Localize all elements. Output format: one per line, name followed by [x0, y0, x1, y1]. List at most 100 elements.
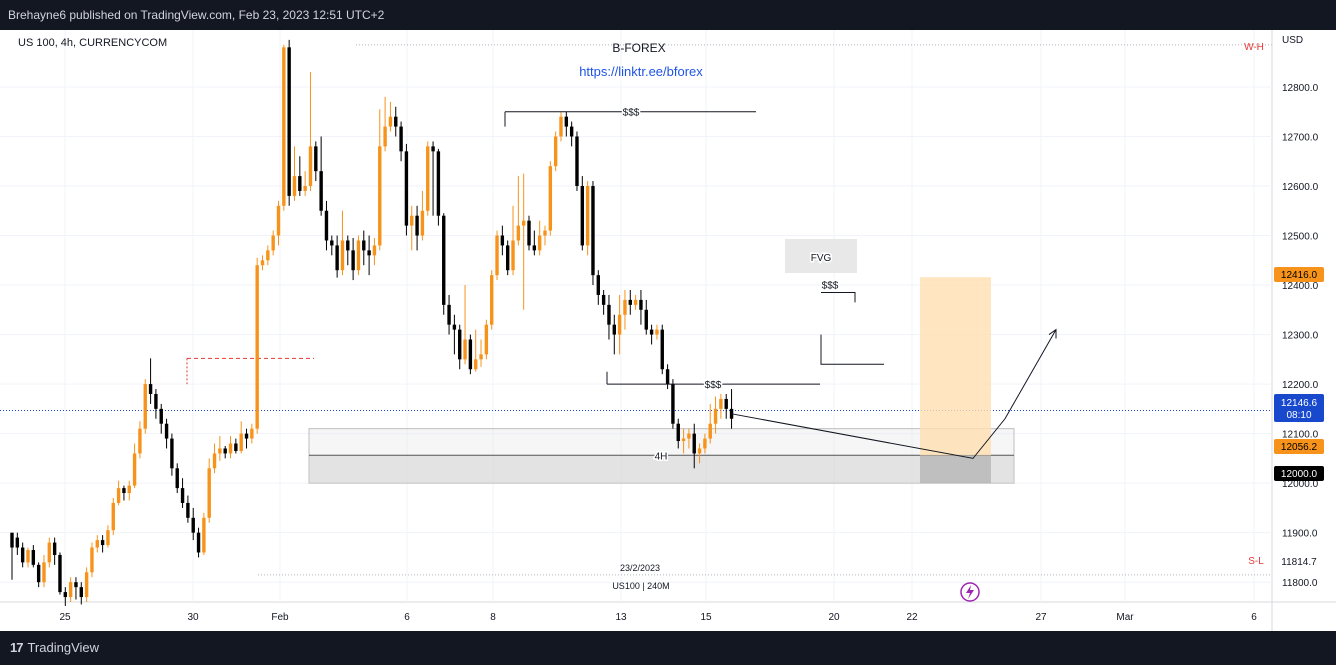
candle-body [239, 433, 243, 451]
watermark-link[interactable]: https://linktr.ee/bforex [579, 64, 703, 79]
candle-body [490, 275, 494, 325]
y-tick-label: 12800.0 [1282, 83, 1319, 94]
y-tick-label: 12500.0 [1282, 232, 1319, 243]
candle-body [298, 176, 302, 191]
price-label-zone-mid: 12056.2 [1274, 439, 1324, 454]
candle-body [708, 423, 712, 439]
candle-body [458, 329, 462, 360]
candle-body [580, 186, 585, 246]
candle-body [697, 448, 702, 454]
candle-body [79, 587, 83, 598]
candle-body [505, 245, 510, 271]
candlestick-chart[interactable]: $$$ $$$ $$$ FVG 4H 12800.0 12700.0 12600.0 1250… [0, 30, 1336, 631]
candle-body [548, 166, 553, 231]
orange-target-zone [920, 277, 991, 456]
candle-body [410, 215, 414, 226]
publisher-line: Brehayne6 published on TradingView.com, … [8, 8, 385, 22]
x-tick-label: 20 [828, 612, 840, 623]
x-tick-label: 6 [1251, 612, 1257, 623]
candle-body [218, 448, 222, 454]
x-tick-label: 25 [59, 612, 71, 623]
candle-body [612, 324, 616, 335]
candle-body [266, 250, 270, 261]
candle-body [255, 265, 259, 429]
candle-body [660, 329, 664, 370]
candle-body [442, 215, 446, 305]
candle-body [223, 448, 227, 454]
svg-text:11814.7: 11814.7 [1281, 557, 1317, 568]
price-axis[interactable]: 12800.0 12700.0 12600.0 12500.0 12400.0 12300… [1282, 83, 1319, 589]
candle-body [36, 564, 41, 583]
svg-text:12146.6: 12146.6 [1281, 398, 1318, 409]
candle-body [649, 329, 654, 335]
candle-body [585, 186, 590, 246]
watermark-title: B-FOREX [612, 41, 665, 55]
price-label-12000: 12000.0 [1274, 466, 1324, 481]
candle-body [127, 485, 131, 494]
tradingview-logo-icon: 17 [10, 640, 24, 655]
candle-body [175, 468, 179, 489]
candle-body [639, 299, 643, 310]
sss-mid-label: $$$ [822, 280, 839, 291]
candle-body [148, 384, 153, 394]
candle-body [362, 240, 366, 251]
fvg-label: FVG [811, 253, 832, 264]
candle-body [26, 550, 30, 563]
time-axis[interactable]: 25 30 Feb 6 8 13 15 20 22 27 Mar 6 [59, 612, 1257, 623]
price-label-resistance: 12416.0 [1274, 267, 1324, 282]
projection-path [731, 329, 1057, 459]
candle-body [367, 250, 371, 256]
chart-title: US 100, 4h, CURRENCYCOM [18, 37, 167, 49]
candle-body [260, 260, 265, 266]
candle-body [74, 582, 78, 588]
price-label-last: 12146.6 08:10 [1274, 394, 1324, 422]
candle-body [665, 369, 670, 385]
candle-body [655, 329, 659, 335]
lightning-icon[interactable] [960, 582, 980, 602]
fvg-box [785, 239, 857, 273]
candle-body [132, 453, 137, 486]
candle-body [20, 547, 25, 563]
candle-body [692, 433, 696, 454]
candle-body [319, 171, 323, 211]
level-lines [0, 44, 1272, 576]
candle-body [186, 502, 190, 518]
candle-body [713, 408, 718, 424]
x-tick-label: 22 [906, 612, 918, 623]
x-tick-label: 15 [700, 612, 712, 623]
candle-body [617, 314, 622, 335]
candle-body [106, 530, 110, 546]
candle-body [527, 220, 531, 246]
candle-body [474, 359, 478, 370]
chart-frame: $$$ $$$ $$$ FVG 4H 12800.0 12700.0 12600.0 1250… [0, 30, 1336, 631]
candle-body [479, 354, 483, 360]
candle-body [292, 176, 297, 196]
candle-body [31, 550, 36, 565]
candle-body [564, 116, 569, 127]
candle-body [58, 554, 62, 593]
candle-body [212, 453, 217, 469]
candle-body [516, 225, 521, 241]
y-tick-label: 12200.0 [1282, 380, 1319, 391]
candle-body [569, 126, 574, 137]
candle-body [601, 294, 606, 305]
candle-body [324, 210, 329, 241]
candle-body [671, 384, 675, 424]
candle-body [447, 304, 451, 325]
candle-body [303, 186, 307, 191]
sss-top-label: $$$ [623, 108, 640, 119]
candle-body [90, 547, 94, 573]
sss-mid-bracket [821, 291, 856, 303]
grey-stop-zone [920, 455, 991, 484]
candle-body [623, 299, 627, 315]
candle-body [308, 146, 313, 186]
candle-body [68, 582, 73, 598]
candle-body [154, 394, 158, 409]
footer-bar: 17 TradingView [0, 631, 1336, 665]
candle-body [633, 299, 638, 305]
candle-body [383, 126, 387, 147]
candle-body [378, 146, 382, 246]
tradingview-logo[interactable]: 17 TradingView [10, 631, 99, 665]
candle-body [596, 275, 600, 295]
y-tick-label: 12400.0 [1282, 281, 1319, 292]
